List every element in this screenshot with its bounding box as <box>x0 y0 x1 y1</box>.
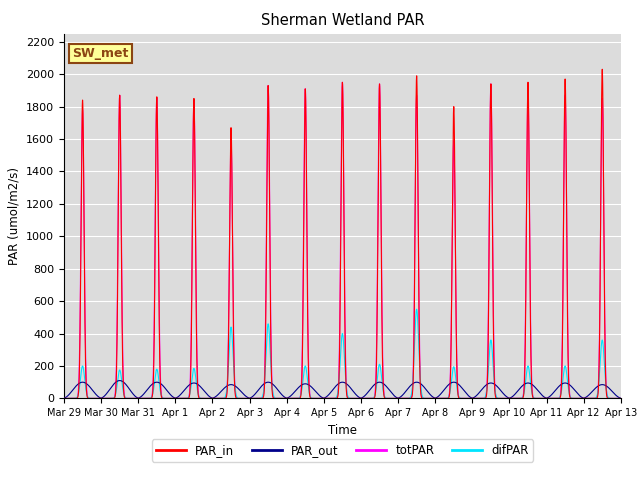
Line: PAR_out: PAR_out <box>64 381 621 398</box>
totPAR <box>269 387 276 393</box>
PAR_in <box>60 396 68 401</box>
Line: PAR_in: PAR_in <box>64 69 621 398</box>
Text: SW_met: SW_met <box>72 48 129 60</box>
totPAR <box>173 396 181 401</box>
PAR_out <box>615 395 623 400</box>
PAR_out <box>419 384 427 389</box>
difPAR <box>60 396 68 401</box>
PAR_out <box>269 381 276 387</box>
PAR_in <box>179 396 187 401</box>
totPAR <box>419 396 427 401</box>
difPAR <box>413 306 420 312</box>
Y-axis label: PAR (umol/m2/s): PAR (umol/m2/s) <box>8 167 20 265</box>
PAR_in <box>617 396 625 401</box>
totPAR <box>615 396 623 401</box>
PAR_in <box>269 392 276 397</box>
PAR_out <box>116 378 124 384</box>
PAR_out <box>60 396 68 401</box>
PAR_in <box>499 396 506 401</box>
PAR_out <box>499 390 506 396</box>
totPAR <box>179 396 187 401</box>
X-axis label: Time: Time <box>328 424 357 437</box>
difPAR <box>617 396 625 401</box>
totPAR <box>60 396 68 401</box>
PAR_out <box>617 396 625 401</box>
totPAR <box>339 80 346 85</box>
difPAR <box>179 396 187 401</box>
PAR_in <box>598 66 606 72</box>
Legend: PAR_in, PAR_out, totPAR, difPAR: PAR_in, PAR_out, totPAR, difPAR <box>152 439 533 462</box>
Line: totPAR: totPAR <box>64 83 621 398</box>
Title: Sherman Wetland PAR: Sherman Wetland PAR <box>260 13 424 28</box>
difPAR <box>615 396 623 401</box>
difPAR <box>173 396 181 401</box>
difPAR <box>134 396 142 401</box>
Line: difPAR: difPAR <box>64 309 621 398</box>
PAR_in <box>173 396 181 401</box>
difPAR <box>269 387 276 393</box>
difPAR <box>499 396 506 401</box>
difPAR <box>420 395 428 401</box>
PAR_in <box>419 396 427 401</box>
PAR_in <box>615 396 623 401</box>
totPAR <box>617 396 625 401</box>
PAR_out <box>179 389 187 395</box>
PAR_out <box>173 395 181 400</box>
totPAR <box>499 396 506 401</box>
